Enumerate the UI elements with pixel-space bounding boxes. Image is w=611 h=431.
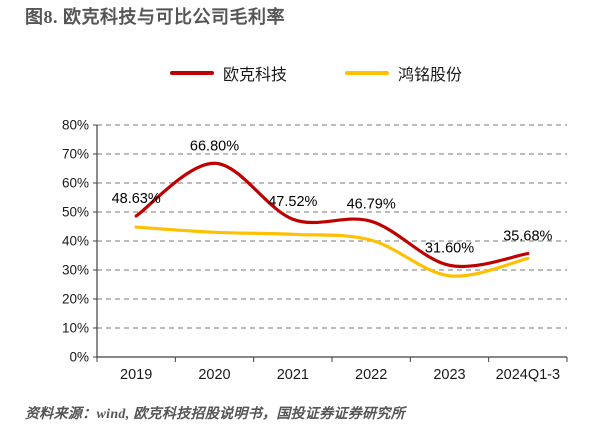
x-axis-label: 2020 (198, 367, 230, 383)
legend-label: 鸿铭股份 (398, 67, 463, 84)
source-note: 资料来源：wind, 欧克科技招股说明书，国投证券证券研究所 (25, 407, 406, 422)
x-axis-label: 2023 (433, 367, 465, 383)
y-axis-label: 30% (62, 263, 89, 278)
y-axis-label: 10% (62, 321, 89, 336)
x-axis-label: 2022 (355, 367, 387, 383)
series-line-0 (134, 161, 530, 268)
y-axis-label: 50% (62, 205, 89, 220)
y-axis-label: 20% (62, 292, 89, 307)
data-label: 66.80% (190, 138, 239, 154)
legend-label: 欧克科技 (222, 67, 287, 84)
y-axis-label: 80% (62, 118, 89, 133)
legend-line-yellow-icon (345, 71, 389, 75)
legend-item-ouke[interactable]: 欧克科技 (169, 61, 287, 85)
gross-margin-line-chart: 0% 10% 20% 30% 40% 50% 60% 70% 80% 2019 2020 2021 20… (62, 118, 568, 383)
data-label: 35.68% (503, 229, 552, 245)
data-label: 47.52% (268, 194, 317, 210)
x-axis-label: 2021 (277, 367, 309, 383)
x-axis-label: 2019 (120, 367, 152, 383)
y-axis-label: 40% (62, 234, 89, 249)
figure-title: 图8. 欧克科技与可比公司毛利率 (25, 7, 285, 27)
y-axis-label: 60% (62, 176, 89, 191)
chart-area: 欧克科技 鸿铭股份 0% 10% 20% 30% 40% 50% 60% 70% 80% 2019… (37, 31, 595, 402)
legend-item-hongming[interactable]: 鸿铭股份 (345, 61, 462, 85)
legend-line-red-icon (169, 71, 214, 75)
chart-legend: 欧克科技 鸿铭股份 (37, 61, 595, 85)
data-label: 48.63% (112, 191, 161, 207)
y-axis-label: 70% (62, 147, 89, 162)
series-line-1 (134, 225, 530, 278)
x-axis-label: 2024Q1-3 (496, 367, 561, 383)
data-label: 46.79% (347, 196, 396, 212)
y-axis-label: 0% (69, 350, 89, 365)
data-label: 31.60% (425, 240, 474, 256)
